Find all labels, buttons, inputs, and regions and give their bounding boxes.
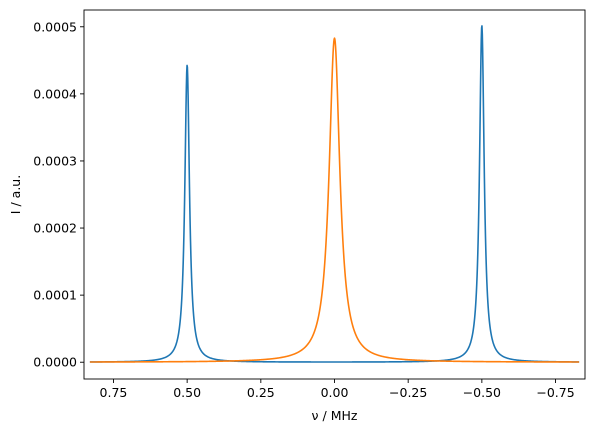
x-tick-label: 0.75 bbox=[100, 385, 128, 400]
y-tick-label: 0.0003 bbox=[33, 153, 77, 168]
x-axis-label: ν / MHz bbox=[312, 408, 358, 423]
series-line-1 bbox=[89, 25, 580, 363]
x-tick-label: 0.50 bbox=[173, 385, 201, 400]
y-tick-label: 0.0005 bbox=[33, 19, 77, 34]
y-tick-label: 0.0000 bbox=[33, 355, 77, 370]
y-tick-label: 0.0001 bbox=[33, 288, 77, 303]
y-axis-label: I / a.u. bbox=[8, 175, 23, 214]
y-axis: 0.0000 0.0001 0.0002 0.0003 0.0004 0.0005 bbox=[33, 19, 84, 370]
series-layer bbox=[89, 25, 580, 363]
x-tick-label: −0.75 bbox=[536, 385, 574, 400]
x-tick-label: 0.25 bbox=[247, 385, 275, 400]
x-tick-label: −0.25 bbox=[389, 385, 427, 400]
plot-frame bbox=[83, 9, 586, 380]
y-tick-label: 0.0004 bbox=[33, 86, 77, 101]
x-tick-label: 0.00 bbox=[321, 385, 349, 400]
y-tick-label: 0.0002 bbox=[33, 221, 77, 236]
x-axis: 0.75 0.50 0.25 0.00 −0.25 −0.50 −0.75 bbox=[100, 379, 575, 400]
x-tick-label: −0.50 bbox=[463, 385, 501, 400]
series-line-2 bbox=[89, 37, 580, 363]
